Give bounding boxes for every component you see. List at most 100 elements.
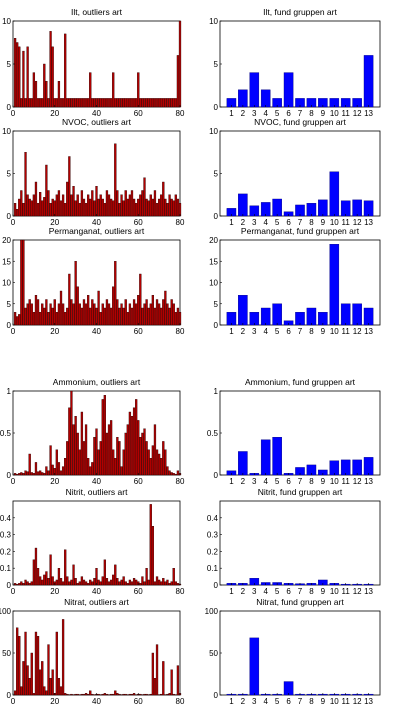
bar	[120, 98, 123, 108]
bar	[66, 576, 69, 586]
bar	[28, 299, 31, 326]
x-tick-label: 10	[330, 477, 339, 486]
x-tick-label: 4	[263, 477, 268, 486]
bar	[112, 693, 115, 696]
bar	[130, 581, 134, 586]
bar	[168, 693, 171, 696]
y-tick-label: 0	[7, 103, 12, 112]
x-tick-label: 80	[176, 697, 185, 706]
bar	[135, 579, 138, 586]
chart-title: Ilt, outliers art	[71, 7, 123, 17]
bar	[101, 303, 104, 326]
bar	[126, 583, 129, 586]
bar	[151, 526, 155, 586]
bar	[32, 559, 36, 586]
bar	[30, 98, 33, 108]
bar	[32, 72, 36, 108]
bar	[89, 466, 92, 476]
bar	[24, 470, 27, 476]
bar	[55, 579, 58, 586]
bar	[70, 299, 73, 326]
bar	[78, 581, 81, 586]
bar	[174, 312, 177, 326]
bar	[107, 424, 111, 476]
y-tick-label: 0.5	[0, 429, 12, 438]
bar	[68, 273, 71, 326]
bar	[112, 574, 115, 586]
bar	[32, 312, 36, 326]
bar	[164, 581, 167, 586]
bar	[38, 98, 42, 108]
bar	[28, 98, 31, 108]
bar	[57, 678, 61, 696]
chart-title: Ammonium, fund gruppen art	[245, 377, 356, 387]
bar	[128, 411, 132, 476]
bar	[155, 299, 159, 326]
bar	[139, 194, 142, 217]
bar	[49, 678, 52, 696]
x-tick-label: 12	[353, 327, 362, 336]
bar	[155, 576, 159, 586]
bar	[170, 98, 173, 108]
chart-title: NVOC, outliers art	[62, 117, 132, 127]
x-tick-label: 8	[309, 327, 314, 336]
bar	[51, 46, 54, 108]
bar	[141, 307, 144, 326]
x-tick-label: 6	[286, 218, 291, 227]
x-tick-label: 5	[275, 477, 280, 486]
bar	[61, 194, 65, 217]
bar	[130, 416, 134, 476]
bar	[32, 693, 36, 696]
bar	[143, 98, 146, 108]
x-tick-label: 0	[11, 327, 16, 336]
bar	[20, 239, 23, 326]
bar	[45, 466, 48, 476]
bar	[64, 203, 67, 217]
x-tick-label: 3	[252, 109, 257, 118]
bar	[164, 98, 167, 108]
bar	[70, 390, 73, 476]
bar	[64, 693, 67, 696]
bar	[18, 198, 21, 217]
bar	[95, 186, 98, 217]
x-tick-label: 12	[353, 587, 362, 596]
bar	[26, 194, 29, 217]
y-tick-label: 1	[214, 387, 219, 396]
x-tick-label: 11	[342, 697, 351, 706]
bar	[149, 504, 152, 586]
x-tick-label: 60	[134, 218, 143, 227]
x-tick-label: 1	[229, 477, 234, 486]
bar	[137, 420, 140, 476]
chart-panel-9: Nitrit, outliers art 0 20 40 60 80 0 0.1 0.2 0.3 0…	[0, 487, 185, 596]
chart-panel-1: Ilt, outliers art 0 20 40 60 80 0 5 10	[2, 7, 185, 118]
bar	[143, 693, 146, 696]
y-tick-label: 5	[7, 60, 12, 69]
bar	[116, 437, 119, 476]
bar	[16, 208, 19, 217]
bar	[147, 98, 150, 108]
chart-title: Nitrit, outliers art	[66, 487, 129, 497]
bar	[170, 299, 173, 326]
bar	[120, 579, 123, 586]
bar	[166, 466, 169, 476]
bar	[87, 693, 90, 696]
bar	[352, 199, 362, 217]
y-tick-label: 20	[209, 236, 218, 245]
bar	[162, 661, 165, 696]
x-tick-label: 60	[134, 697, 143, 706]
bar	[109, 420, 113, 476]
bar	[32, 473, 36, 476]
bar	[168, 307, 171, 326]
bar	[47, 644, 50, 696]
x-tick-label: 5	[275, 218, 280, 227]
bar	[45, 690, 48, 696]
x-tick-label: 13	[364, 697, 373, 706]
bar	[132, 299, 136, 326]
x-tick-label: 60	[134, 477, 143, 486]
bar	[101, 576, 104, 586]
bar	[135, 98, 138, 108]
x-tick-label: 80	[176, 587, 185, 596]
bar	[59, 290, 63, 326]
